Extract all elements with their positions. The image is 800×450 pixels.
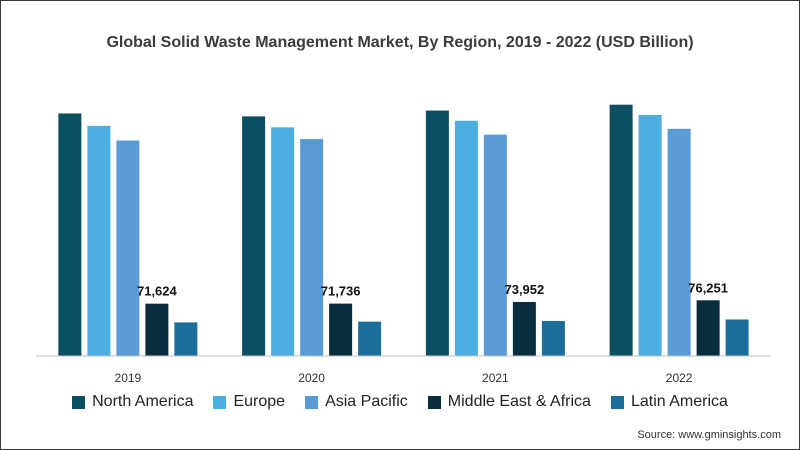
data-label-2020: 71,736: [321, 284, 361, 299]
legend-item-asia-pacific: Asia Pacific: [305, 393, 408, 411]
legend-item-north-america: North America: [72, 393, 193, 411]
x-tick-label-2020: 2020: [298, 371, 325, 385]
bar-europe-2021: [454, 120, 478, 356]
data-label-2021: 73,952: [504, 282, 544, 297]
legend-label: North America: [92, 393, 194, 410]
bar-north-america-2020: [242, 116, 266, 356]
bar-middle-east-africa-2019: [145, 303, 169, 356]
bar-north-america-2022: [609, 104, 633, 356]
bar-latin-america-2019: [174, 322, 198, 356]
x-tick-label-2019: 2019: [115, 371, 142, 385]
legend-swatch: [72, 395, 86, 409]
source-note: Source: www.gminsights.com: [637, 429, 781, 441]
chart-legend: North America Europe Asia Pacific Middle Ea…: [1, 393, 799, 411]
bar-asia-pacific-2020: [300, 139, 324, 356]
bar-asia-pacific-2022: [667, 128, 691, 356]
bar-asia-pacific-2019: [116, 140, 140, 356]
bar-middle-east-africa-2020: [329, 303, 353, 356]
x-tick-label-2022: 2022: [666, 371, 693, 385]
legend-swatch: [427, 395, 441, 409]
x-tick-label-2021: 2021: [482, 371, 509, 385]
legend-label: Asia Pacific: [325, 393, 408, 410]
legend-swatch: [305, 395, 319, 409]
bar-middle-east-africa-2021: [512, 301, 536, 356]
bar-asia-pacific-2021: [483, 134, 507, 356]
legend-swatch: [213, 395, 227, 409]
legend-item-europe: Europe: [213, 393, 285, 411]
legend-label: Latin America: [630, 393, 728, 410]
legend-item-latin-america: Latin America: [610, 393, 728, 411]
bar-europe-2022: [638, 114, 662, 357]
legend-swatch: [610, 395, 624, 409]
bar-north-america-2019: [58, 113, 82, 356]
bar-latin-america-2021: [541, 320, 565, 356]
data-label-2022: 76,251: [688, 280, 728, 295]
bar-latin-america-2022: [725, 319, 749, 356]
bar-europe-2020: [271, 127, 295, 356]
bar-europe-2019: [87, 125, 111, 356]
legend-label: Middle East & Africa: [447, 393, 591, 410]
legend-label: Europe: [233, 393, 286, 410]
bar-middle-east-africa-2022: [696, 300, 720, 356]
chart-title: Global Solid Waste Management Market, By…: [106, 34, 694, 51]
bar-latin-america-2020: [358, 321, 382, 356]
data-label-2019: 71,624: [137, 284, 178, 299]
legend-item-middle-east-africa: Middle East & Africa: [427, 393, 591, 411]
bar-north-america-2021: [425, 110, 449, 357]
